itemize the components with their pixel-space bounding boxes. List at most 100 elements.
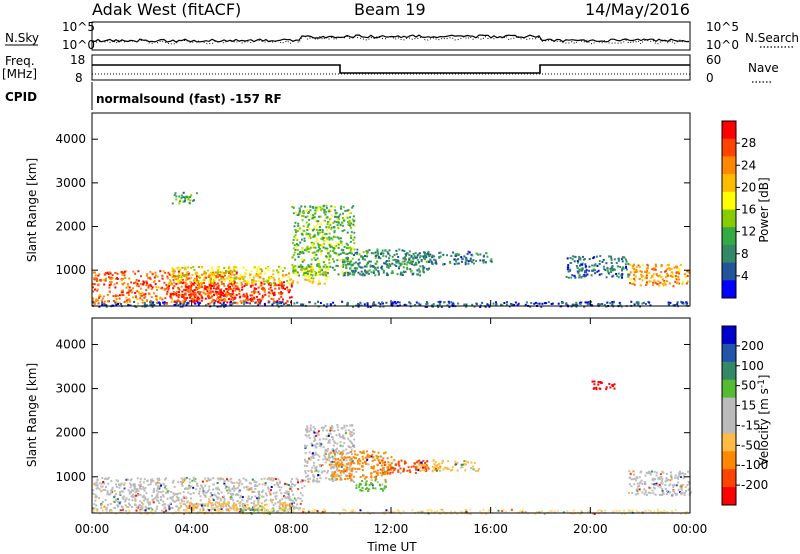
power-cell xyxy=(257,274,260,277)
power-cell xyxy=(293,235,296,238)
velocity-cell xyxy=(265,503,268,506)
velocity-cell xyxy=(286,492,289,495)
power-cell xyxy=(623,256,626,259)
power-cell xyxy=(177,296,180,299)
power-cell xyxy=(405,253,407,256)
velocity-cell xyxy=(252,502,255,505)
power-cell xyxy=(277,284,280,287)
velocity-colorbar-swatch xyxy=(722,379,736,399)
power-cell xyxy=(240,274,243,277)
velocity-cell xyxy=(151,499,154,502)
power-cell xyxy=(309,280,312,283)
power-cell xyxy=(140,287,143,290)
velocity-cell xyxy=(689,491,692,494)
power-cell xyxy=(169,280,172,283)
power-cell xyxy=(184,285,187,288)
power-cell xyxy=(335,245,338,247)
velocity-cell xyxy=(96,478,99,481)
power-cell xyxy=(306,272,309,275)
velocity-cell xyxy=(272,498,274,501)
power-cell xyxy=(354,270,357,273)
velocity-cell xyxy=(349,424,352,427)
power-cell xyxy=(313,251,316,254)
velocity-cell xyxy=(465,463,467,466)
velocity-cell xyxy=(371,466,374,469)
power-cell xyxy=(187,271,189,273)
velocity-cell xyxy=(308,437,311,439)
power-cell xyxy=(678,278,681,281)
velocity-cell xyxy=(244,478,247,481)
power-cell xyxy=(346,243,349,246)
velocity-cell xyxy=(186,501,189,504)
power-cell xyxy=(353,236,356,239)
velocity-cell xyxy=(361,489,364,492)
velocity-cell xyxy=(434,467,437,470)
velocity-cell xyxy=(122,508,124,511)
velocity-cell xyxy=(204,477,207,480)
velocity-cell xyxy=(630,485,633,488)
velocity-region-4 xyxy=(328,450,393,481)
power-cell xyxy=(235,301,238,304)
power-cell xyxy=(185,271,188,274)
velocity-cell xyxy=(156,493,159,496)
power-cell xyxy=(374,255,377,258)
velocity-cell xyxy=(95,487,98,490)
power-cell xyxy=(157,286,160,289)
power-cell xyxy=(160,287,163,290)
velocity-cell xyxy=(307,480,310,483)
power-cell xyxy=(432,305,434,308)
power-cell xyxy=(325,305,328,308)
power-cell xyxy=(167,271,170,274)
velocity-cell xyxy=(315,467,318,470)
velocity-cell xyxy=(370,483,373,485)
velocity-cell xyxy=(332,475,335,478)
power-cell xyxy=(467,260,470,263)
velocity-cell xyxy=(152,512,155,515)
power-cell xyxy=(235,285,238,288)
power-cell xyxy=(642,275,645,277)
power-cell xyxy=(280,284,283,287)
power-cell xyxy=(299,251,302,253)
velocity-cell xyxy=(151,494,153,497)
power-cell xyxy=(148,276,151,279)
power-cell xyxy=(288,289,291,292)
power-cell xyxy=(253,289,256,292)
power-cell xyxy=(630,300,633,303)
velocity-cell xyxy=(123,495,126,498)
velocity-cell xyxy=(232,493,235,496)
velocity-cell xyxy=(124,500,127,503)
velocity-cell xyxy=(277,478,280,481)
velocity-cell xyxy=(613,383,616,386)
velocity-cell xyxy=(374,479,377,482)
power-cell xyxy=(168,273,171,276)
power-cell xyxy=(378,272,380,275)
power-cell xyxy=(576,270,579,273)
velocity-cell xyxy=(223,479,226,482)
power-cell xyxy=(372,252,375,255)
power-cell xyxy=(291,206,294,208)
power-cell xyxy=(322,271,325,274)
power-cell xyxy=(290,296,293,299)
power-cell xyxy=(680,300,683,303)
power-cell xyxy=(177,304,180,306)
power-cell xyxy=(217,285,220,288)
power-cell xyxy=(322,265,325,268)
velocity-cell xyxy=(335,448,338,451)
power-cell xyxy=(352,215,355,218)
velocity-cell xyxy=(144,498,147,501)
power-cell xyxy=(419,265,422,268)
power-cell xyxy=(128,290,131,293)
velocity-cell xyxy=(377,458,380,461)
velocity-cell xyxy=(236,508,239,511)
power-cell xyxy=(211,285,214,287)
power-cell xyxy=(201,282,204,285)
power-cell xyxy=(327,252,330,255)
power-cell xyxy=(363,265,366,268)
power-cell xyxy=(305,267,308,270)
power-cell xyxy=(179,279,182,282)
velocity-cell xyxy=(144,487,147,490)
power-cell xyxy=(170,301,173,304)
velocity-cell xyxy=(372,467,375,470)
velocity-cell xyxy=(110,489,113,492)
power-cell xyxy=(310,258,313,261)
